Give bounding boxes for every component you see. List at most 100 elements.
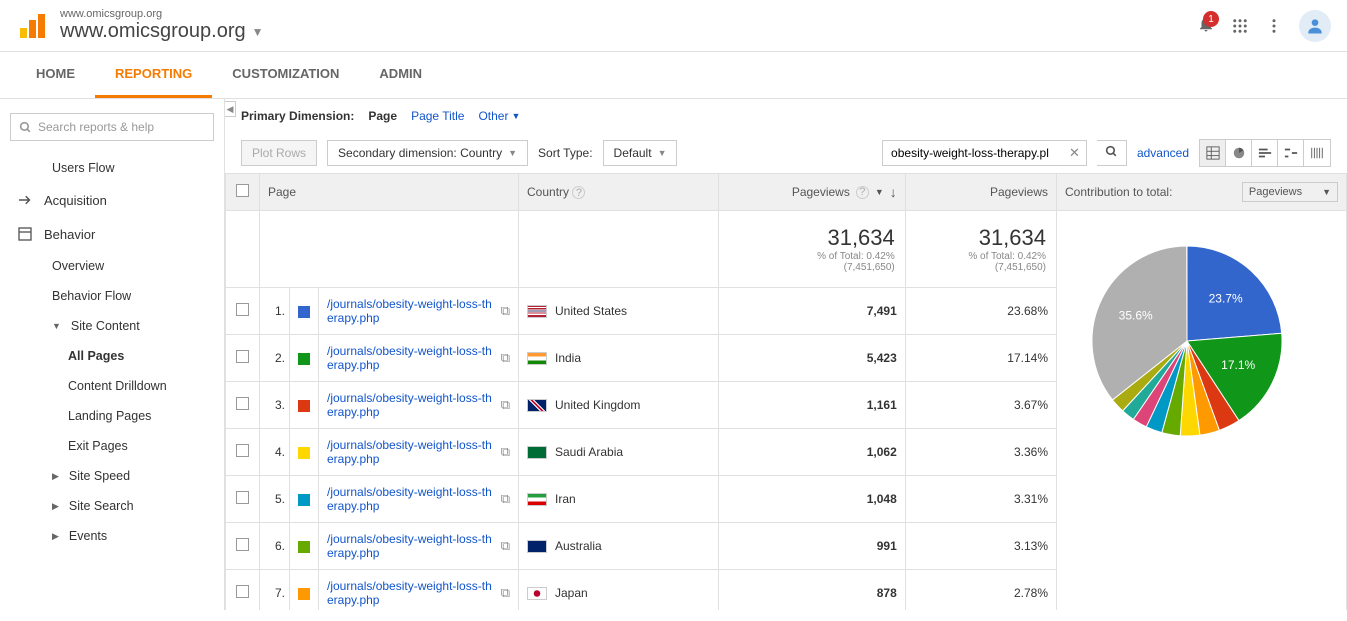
sidebar-item-behavior[interactable]: Behavior bbox=[0, 217, 224, 251]
flag-icon bbox=[527, 587, 547, 600]
dim-other[interactable]: Other▼ bbox=[478, 109, 520, 123]
col-country[interactable]: Country ? bbox=[519, 174, 719, 211]
table-search-button[interactable] bbox=[1097, 140, 1127, 166]
page-link[interactable]: /journals/obesity-weight-loss-therapy.ph… bbox=[327, 297, 495, 325]
tab-customization[interactable]: CUSTOMIZATION bbox=[212, 52, 359, 98]
sidebar-item-site-content[interactable]: ▼Site Content bbox=[0, 311, 224, 341]
view-pie-button[interactable] bbox=[1226, 140, 1252, 166]
sidebar-item-content-drilldown[interactable]: Content Drilldown bbox=[0, 371, 224, 401]
external-link-icon[interactable]: ⧉ bbox=[501, 350, 510, 366]
svg-text:35.6%: 35.6% bbox=[1119, 308, 1153, 322]
row-checkbox[interactable] bbox=[236, 303, 249, 316]
ga-logo-icon bbox=[16, 10, 48, 42]
contribution-select[interactable]: Pageviews▼ bbox=[1242, 182, 1338, 202]
country-cell: Iran bbox=[519, 476, 719, 523]
sidebar-item-site-search[interactable]: ▶Site Search bbox=[0, 491, 224, 521]
table-toolbar: Plot Rows Secondary dimension: Country▼ … bbox=[225, 133, 1347, 173]
row-index: 7. bbox=[260, 570, 290, 611]
bar-icon bbox=[1258, 146, 1272, 160]
more-icon[interactable] bbox=[1265, 17, 1283, 35]
secondary-dimension-select[interactable]: Secondary dimension: Country▼ bbox=[327, 140, 528, 166]
dim-page[interactable]: Page bbox=[368, 109, 397, 123]
page-link[interactable]: /journals/obesity-weight-loss-therapy.ph… bbox=[327, 532, 495, 560]
site-url-large: www.omicsgroup.org▼ bbox=[60, 20, 1197, 43]
col-page[interactable]: Page bbox=[260, 174, 519, 211]
external-link-icon[interactable]: ⧉ bbox=[501, 397, 510, 413]
page-link[interactable]: /journals/obesity-weight-loss-therapy.ph… bbox=[327, 485, 495, 513]
clear-search-icon[interactable]: ✕ bbox=[1063, 145, 1086, 161]
tab-reporting[interactable]: REPORTING bbox=[95, 52, 212, 98]
col-contribution: Contribution to total:Pageviews▼ bbox=[1057, 174, 1347, 211]
page-link[interactable]: /journals/obesity-weight-loss-therapy.ph… bbox=[327, 438, 495, 466]
account-avatar[interactable] bbox=[1299, 10, 1331, 42]
row-checkbox[interactable] bbox=[236, 444, 249, 457]
tab-home[interactable]: HOME bbox=[16, 52, 95, 98]
row-checkbox[interactable] bbox=[236, 585, 249, 598]
total-pageviews: 31,634 % of Total: 0.42% (7,451,650) bbox=[718, 211, 905, 288]
row-checkbox[interactable] bbox=[236, 491, 249, 504]
col-pageviews2[interactable]: Pageviews bbox=[905, 174, 1056, 211]
view-compare-button[interactable] bbox=[1278, 140, 1304, 166]
person-icon bbox=[1305, 16, 1325, 36]
sidebar-item-all-pages[interactable]: All Pages bbox=[0, 341, 224, 371]
sort-type-select[interactable]: Default▼ bbox=[603, 140, 678, 166]
view-pivot-button[interactable] bbox=[1304, 140, 1330, 166]
col-pageviews[interactable]: Pageviews ? ▼ ↓ bbox=[718, 174, 905, 211]
row-checkbox[interactable] bbox=[236, 538, 249, 551]
select-all-checkbox[interactable] bbox=[236, 184, 249, 197]
data-table: Page Country ? Pageviews ? ▼ ↓ Pageviews… bbox=[225, 173, 1347, 610]
search-icon bbox=[19, 121, 32, 134]
contribution-pie-chart: 23.7%17.1%35.6% bbox=[1077, 231, 1297, 451]
page-link[interactable]: /journals/obesity-weight-loss-therapy.ph… bbox=[327, 391, 495, 419]
tab-admin[interactable]: ADMIN bbox=[359, 52, 442, 98]
percent-cell: 3.36% bbox=[905, 429, 1056, 476]
external-link-icon[interactable]: ⧉ bbox=[501, 444, 510, 460]
search-reports-input[interactable]: Search reports & help bbox=[10, 113, 214, 141]
row-checkbox[interactable] bbox=[236, 350, 249, 363]
sidebar-item-users-flow[interactable]: Users Flow bbox=[0, 153, 224, 183]
sidebar-item-exit-pages[interactable]: Exit Pages bbox=[0, 431, 224, 461]
page-link[interactable]: /journals/obesity-weight-loss-therapy.ph… bbox=[327, 344, 495, 372]
info-icon: ? bbox=[572, 186, 585, 199]
external-link-icon[interactable]: ⧉ bbox=[501, 491, 510, 507]
svg-text:23.7%: 23.7% bbox=[1209, 291, 1243, 305]
row-checkbox[interactable] bbox=[236, 397, 249, 410]
page-link[interactable]: /journals/obesity-weight-loss-therapy.ph… bbox=[327, 579, 495, 607]
nav-tabs: HOME REPORTING CUSTOMIZATION ADMIN bbox=[0, 52, 1347, 99]
plot-rows-button[interactable]: Plot Rows bbox=[241, 140, 317, 166]
external-link-icon[interactable]: ⧉ bbox=[501, 585, 510, 601]
site-selector[interactable]: www.omicsgroup.org www.omicsgroup.org▼ bbox=[60, 8, 1197, 43]
dim-page-title[interactable]: Page Title bbox=[411, 109, 464, 123]
sort-arrow-icon: ↓ bbox=[890, 184, 897, 200]
external-link-icon[interactable]: ⧉ bbox=[501, 303, 510, 319]
flag-icon bbox=[527, 305, 547, 318]
total-pageviews2: 31,634 % of Total: 0.42% (7,451,650) bbox=[905, 211, 1056, 288]
percent-cell: 3.31% bbox=[905, 476, 1056, 523]
notifications-button[interactable]: 1 bbox=[1197, 15, 1215, 36]
row-swatch bbox=[298, 447, 310, 459]
sidebar-item-overview[interactable]: Overview bbox=[0, 251, 224, 281]
flag-icon bbox=[527, 493, 547, 506]
country-cell: Australia bbox=[519, 523, 719, 570]
country-cell: Japan bbox=[519, 570, 719, 611]
sidebar-item-acquisition[interactable]: Acquisition bbox=[0, 183, 224, 217]
sidebar-item-landing-pages[interactable]: Landing Pages bbox=[0, 401, 224, 431]
view-bar-button[interactable] bbox=[1252, 140, 1278, 166]
view-table-button[interactable] bbox=[1200, 140, 1226, 166]
table-search-field[interactable]: ✕ bbox=[882, 140, 1087, 166]
sidebar-collapse-handle[interactable]: ◀ bbox=[225, 101, 236, 117]
sidebar-item-behavior-flow[interactable]: Behavior Flow bbox=[0, 281, 224, 311]
apps-icon[interactable] bbox=[1231, 17, 1249, 35]
sort-type-label: Sort Type: bbox=[538, 146, 592, 160]
primary-dimension-row: Primary Dimension: Page Page Title Other… bbox=[225, 99, 1347, 133]
external-link-icon[interactable]: ⧉ bbox=[501, 538, 510, 554]
pageviews-cell: 1,062 bbox=[718, 429, 905, 476]
view-mode-buttons bbox=[1199, 139, 1331, 167]
advanced-link[interactable]: advanced bbox=[1137, 146, 1189, 160]
table-search-input[interactable] bbox=[883, 141, 1063, 165]
pageviews-cell: 7,491 bbox=[718, 288, 905, 335]
sidebar-item-site-speed[interactable]: ▶Site Speed bbox=[0, 461, 224, 491]
row-swatch bbox=[298, 541, 310, 553]
sidebar-item-events[interactable]: ▶Events bbox=[0, 521, 224, 551]
country-cell: United States bbox=[519, 288, 719, 335]
